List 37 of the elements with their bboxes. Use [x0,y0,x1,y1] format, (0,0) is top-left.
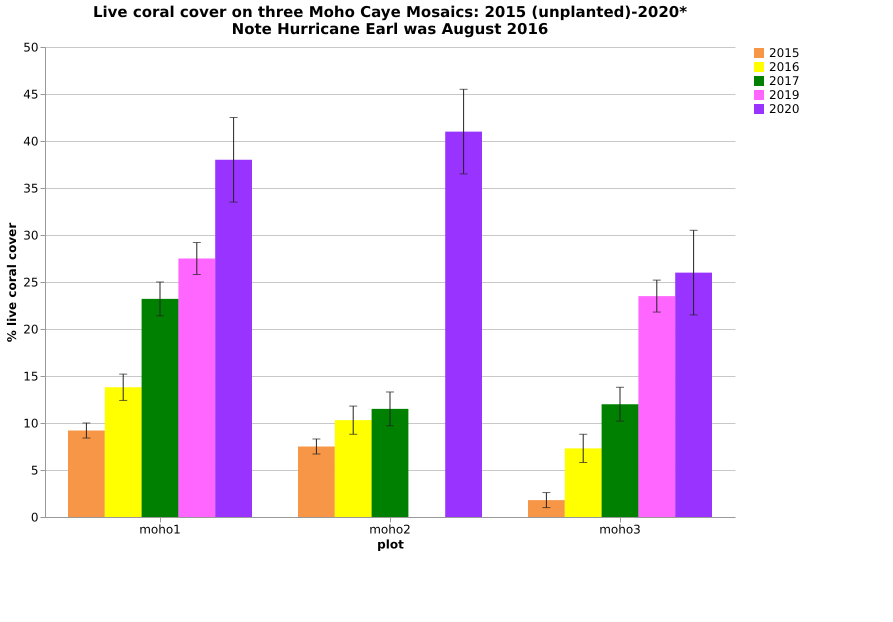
legend-label: 2020 [769,102,800,116]
y-tick-label: 45 [23,88,38,102]
legend-label: 2019 [769,88,800,102]
y-tick-label: 30 [23,228,38,242]
y-tick-label: 35 [23,182,38,196]
bar [104,387,142,517]
x-tick-label: moho1 [139,522,181,536]
y-tick-label: 15 [23,370,38,384]
y-tick-label: 0 [30,510,38,524]
x-axis-title: plot [377,538,404,552]
bar [602,404,638,517]
y-axis-title: % live coral cover [5,222,20,342]
bar [68,430,105,517]
legend-label: 2016 [769,60,800,74]
bar [298,446,335,517]
y-tick-label: 40 [23,134,38,148]
bar [445,132,482,517]
bar [675,272,712,517]
y-tick-label: 25 [23,276,38,290]
x-tick-label: moho3 [599,522,641,536]
text: Note Hurricane Earl was August 2016 [232,20,548,38]
bar [638,296,676,517]
y-tick-label: 50 [23,40,38,54]
bar [564,448,602,517]
legend-label: 2017 [769,74,800,88]
x-tick-label: moho2 [369,522,411,536]
y-tick-label: 20 [23,322,38,336]
text: Live coral cover on three Moho Caye Mosaics: 2015 (unplanted)-2020* [92,3,688,21]
bar [334,420,372,517]
bar [142,298,178,517]
y-tick-label: 5 [30,464,38,478]
bar [178,258,216,517]
bar [215,160,252,517]
legend-label: 2015 [769,46,800,60]
y-tick-label: 10 [23,416,38,430]
bar [528,500,565,517]
bar [372,408,408,517]
